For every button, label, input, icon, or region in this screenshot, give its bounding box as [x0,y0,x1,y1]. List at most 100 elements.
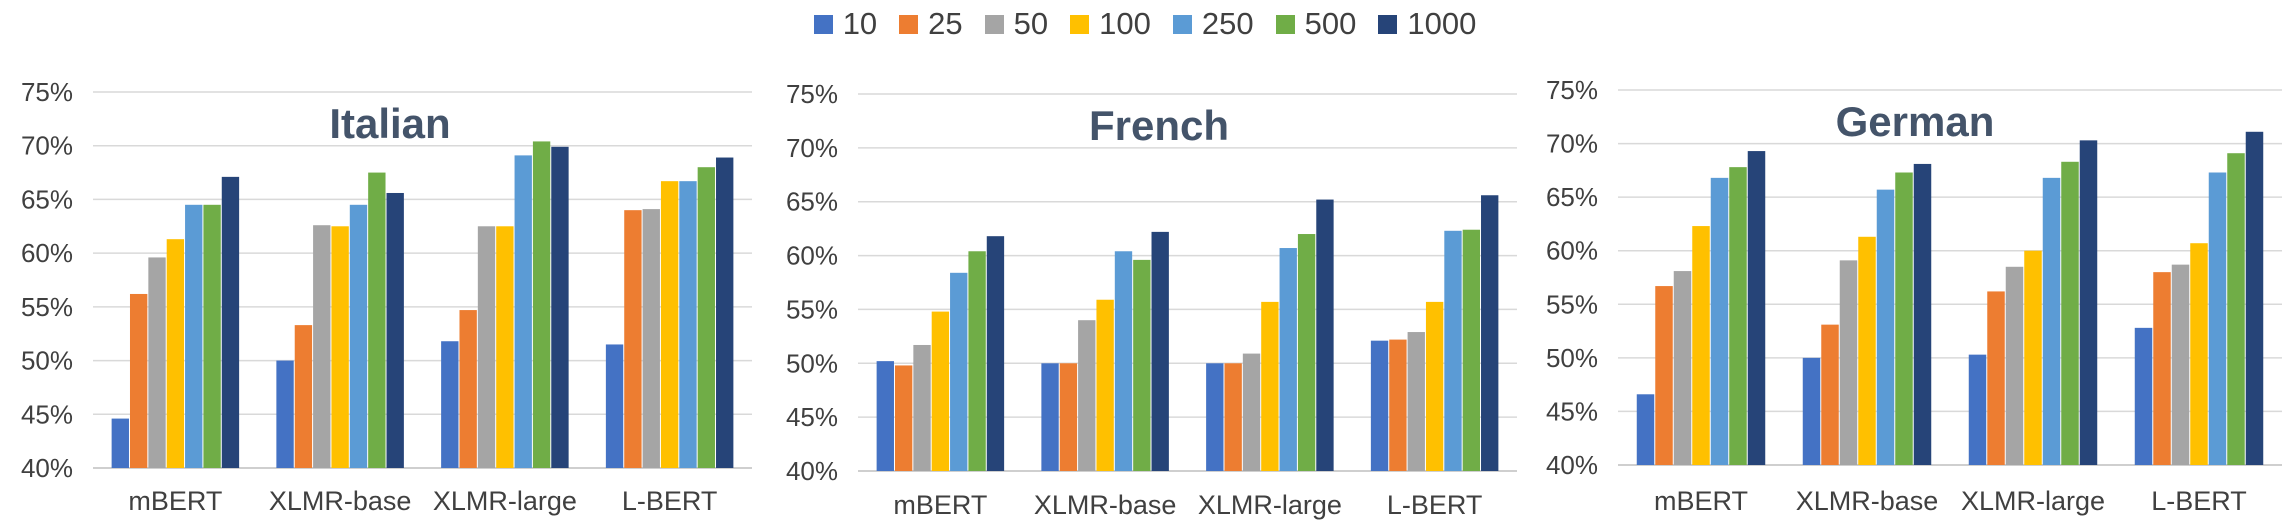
bar [697,167,716,468]
chart-svg: Italian 40% 45% 50% 55% 60% 65% 70% 75% mBERT XL… [21,77,752,516]
bars [1636,131,2264,466]
bar [2153,272,2171,465]
bar [1279,248,1297,471]
category-label: XLMR-large [1961,486,2105,516]
bar [2171,264,2190,465]
bar [349,204,368,469]
bar [148,257,166,468]
bar [660,181,679,468]
category-label: XLMR-large [433,486,577,516]
bar [716,157,734,468]
category-label: L-BERT [2151,486,2247,516]
y-tick-label: 65% [786,187,838,217]
y-tick-label: 50% [1546,343,1598,373]
bar [1462,229,1481,471]
bar [679,181,697,468]
bar [441,341,459,468]
bar [1987,291,2005,465]
bar [2005,266,2024,465]
bar [1636,394,1655,465]
bar [1858,236,1876,465]
bar [894,365,913,471]
bar [1895,172,1913,465]
bar [950,272,968,471]
category-label: L-BERT [1387,490,1483,520]
bar [368,172,386,469]
bar [331,226,349,468]
category-labels: mBERT XLMR-base XLMR-large L-BERT [1654,486,2247,516]
category-label: mBERT [893,490,987,520]
bars [876,195,1499,471]
bar [2042,177,2061,465]
legend-label: 50 [1013,6,1049,41]
legend-item: 10 [813,6,877,42]
legend-item: 25 [899,6,963,42]
legend-item: 1000 [1378,6,1476,42]
legend: 10 25 50 100 250 500 1000 [0,6,2290,42]
bar [605,344,624,468]
legend-swatch [1172,14,1192,34]
bar [876,361,894,471]
bar [1692,226,1710,465]
bar [1096,299,1114,471]
category-label: XLMR-large [1198,490,1342,520]
bar [459,310,477,468]
y-tick-label: 50% [21,346,73,376]
y-tick-label: 60% [21,238,73,268]
y-tick-label: 45% [786,402,838,432]
bar [1133,259,1151,471]
bar [129,293,148,468]
bar [1316,199,1334,471]
bar [1481,195,1499,471]
bar [1655,286,1673,465]
bar [313,225,331,468]
y-tick-label: 60% [786,241,838,271]
bars [111,141,734,469]
gridlines [858,93,1517,472]
legend-label: 1000 [1407,6,1477,41]
legend-swatch [984,14,1004,34]
legend-swatch [1070,14,1090,34]
bar [1968,354,1987,465]
bar [913,344,931,471]
category-label: XLMR-base [1034,490,1177,520]
bar [1151,231,1169,471]
y-tick-label: 70% [21,131,73,161]
bar [1206,363,1224,471]
legend-item: 500 [1275,6,1357,42]
legend-item: 250 [1172,6,1254,42]
y-tick-labels: 40% 45% 50% 55% 60% 65% 70% 75% [1546,75,1598,480]
chart-svg: German 40% 45% 50% 55% 60% 65% 70% 75% mBERT XLM… [1546,75,2282,516]
bar [1407,332,1425,471]
bar [1224,363,1242,471]
bar [1839,260,1858,465]
bar [1078,320,1096,471]
legend-item: 50 [984,6,1049,42]
bar [624,210,642,468]
y-tick-label: 40% [21,453,73,483]
bar [1913,163,1932,465]
legend-label: 500 [1304,6,1357,41]
legend-swatch [899,14,919,34]
bar [931,311,950,471]
y-tick-label: 75% [21,77,73,107]
bar [2190,243,2208,465]
category-labels: mBERT XLMR-base XLMR-large L-BERT [893,490,1482,520]
y-tick-label: 55% [21,292,73,322]
bar [166,239,185,468]
bar [221,176,240,468]
bar [1821,324,1839,465]
bar [185,204,203,469]
chart-panel-italian: Italian 40% 45% 50% 55% 60% 65% 70% 75% mBERT XL… [0,0,760,526]
chart-title: French [1089,102,1229,149]
bar [1297,234,1316,471]
chart-panel-french: French 40% 45% 50% 55% 60% 65% 70% 75% mBERT XLM… [765,0,1525,526]
bar [551,146,569,468]
legend-label: 100 [1099,6,1151,41]
bar [2208,172,2227,465]
y-tick-label: 65% [21,184,73,214]
legend-item: 100 [1070,6,1151,42]
y-tick-label: 75% [1546,75,1598,105]
y-tick-label: 40% [786,456,838,486]
bar [1389,339,1407,471]
